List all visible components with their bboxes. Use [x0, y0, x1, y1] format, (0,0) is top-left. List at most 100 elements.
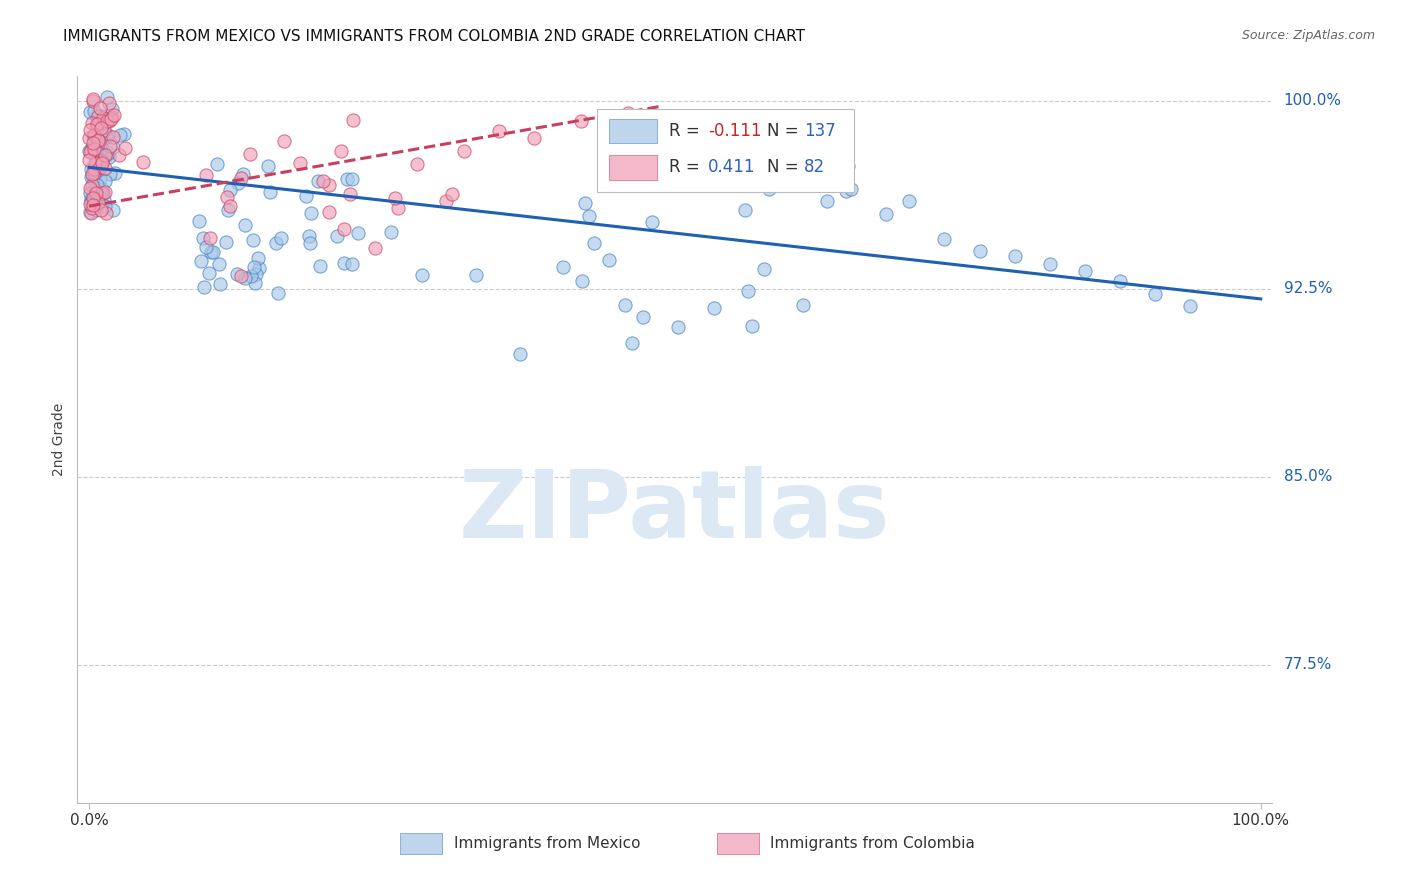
Point	[614, 298, 637, 312]
Point	[97, 128, 120, 142]
Point	[82, 191, 104, 205]
Point	[90, 109, 112, 123]
Point	[339, 187, 361, 202]
Point	[299, 206, 322, 220]
FancyBboxPatch shape	[598, 109, 855, 192]
Point	[101, 130, 124, 145]
Point	[103, 108, 125, 122]
Point	[104, 166, 127, 180]
Point	[86, 178, 108, 193]
Point	[298, 235, 321, 250]
Point	[1109, 274, 1132, 288]
Point	[89, 128, 111, 143]
Point	[86, 182, 108, 196]
Point	[84, 155, 107, 169]
Point	[79, 144, 101, 158]
Point	[266, 235, 288, 250]
Text: 77.5%: 77.5%	[1284, 657, 1331, 673]
Point	[89, 171, 111, 186]
Point	[641, 214, 664, 228]
Point	[98, 96, 121, 111]
Point	[80, 194, 103, 209]
Text: 92.5%: 92.5%	[1284, 281, 1331, 296]
Point	[342, 113, 364, 128]
Point	[96, 128, 118, 142]
Point	[273, 134, 295, 148]
Point	[93, 148, 115, 162]
Point	[87, 109, 110, 123]
Point	[82, 136, 104, 150]
Point	[723, 169, 745, 183]
Point	[79, 105, 101, 120]
Point	[83, 166, 105, 180]
Point	[82, 94, 104, 108]
Point	[98, 167, 121, 181]
Point	[98, 138, 121, 153]
Point	[79, 204, 101, 219]
Point	[108, 128, 131, 142]
Point	[326, 229, 349, 244]
Point	[578, 210, 600, 224]
Point	[90, 117, 112, 131]
Point	[90, 202, 112, 217]
Point	[347, 226, 370, 240]
Point	[342, 257, 364, 271]
Point	[242, 233, 264, 247]
Point	[232, 167, 254, 181]
Point	[94, 161, 117, 175]
Point	[91, 182, 114, 196]
Point	[247, 261, 270, 276]
Point	[387, 202, 409, 216]
Point	[217, 190, 239, 204]
Point	[364, 240, 387, 254]
Point	[91, 111, 114, 125]
Point	[598, 252, 620, 267]
Point	[193, 280, 215, 294]
Point	[79, 197, 101, 211]
Point	[406, 156, 429, 170]
Point	[101, 102, 124, 116]
Point	[226, 176, 249, 190]
Point	[523, 131, 546, 145]
Point	[574, 196, 596, 211]
Point	[329, 144, 352, 158]
Text: 137: 137	[804, 122, 835, 140]
Text: Source: ZipAtlas.com: Source: ZipAtlas.com	[1241, 29, 1375, 42]
Point	[509, 347, 531, 361]
Text: Immigrants from Mexico: Immigrants from Mexico	[454, 836, 640, 851]
Point	[80, 167, 103, 181]
Point	[94, 174, 117, 188]
Point	[214, 235, 236, 250]
Point	[243, 260, 266, 274]
Point	[815, 194, 838, 209]
Point	[208, 257, 231, 271]
Point	[257, 159, 280, 173]
Point	[259, 185, 281, 199]
Point	[440, 187, 463, 202]
Point	[91, 186, 114, 200]
Point	[103, 203, 125, 218]
Point	[969, 244, 991, 259]
Point	[231, 170, 253, 185]
Point	[101, 140, 124, 154]
Text: R =: R =	[669, 159, 704, 177]
Point	[464, 268, 486, 282]
Point	[84, 196, 107, 211]
Point	[87, 120, 110, 134]
Point	[86, 110, 108, 124]
Point	[79, 180, 101, 194]
Point	[84, 198, 107, 212]
Point	[89, 160, 111, 174]
Point	[89, 118, 111, 132]
Point	[83, 103, 105, 118]
Point	[266, 285, 288, 300]
Point	[84, 202, 107, 217]
Point	[96, 147, 118, 161]
Point	[758, 181, 780, 195]
Point	[218, 199, 240, 213]
Point	[737, 285, 759, 299]
Point	[741, 319, 763, 334]
Point	[217, 202, 239, 217]
Point	[98, 150, 121, 164]
Point	[80, 145, 103, 159]
